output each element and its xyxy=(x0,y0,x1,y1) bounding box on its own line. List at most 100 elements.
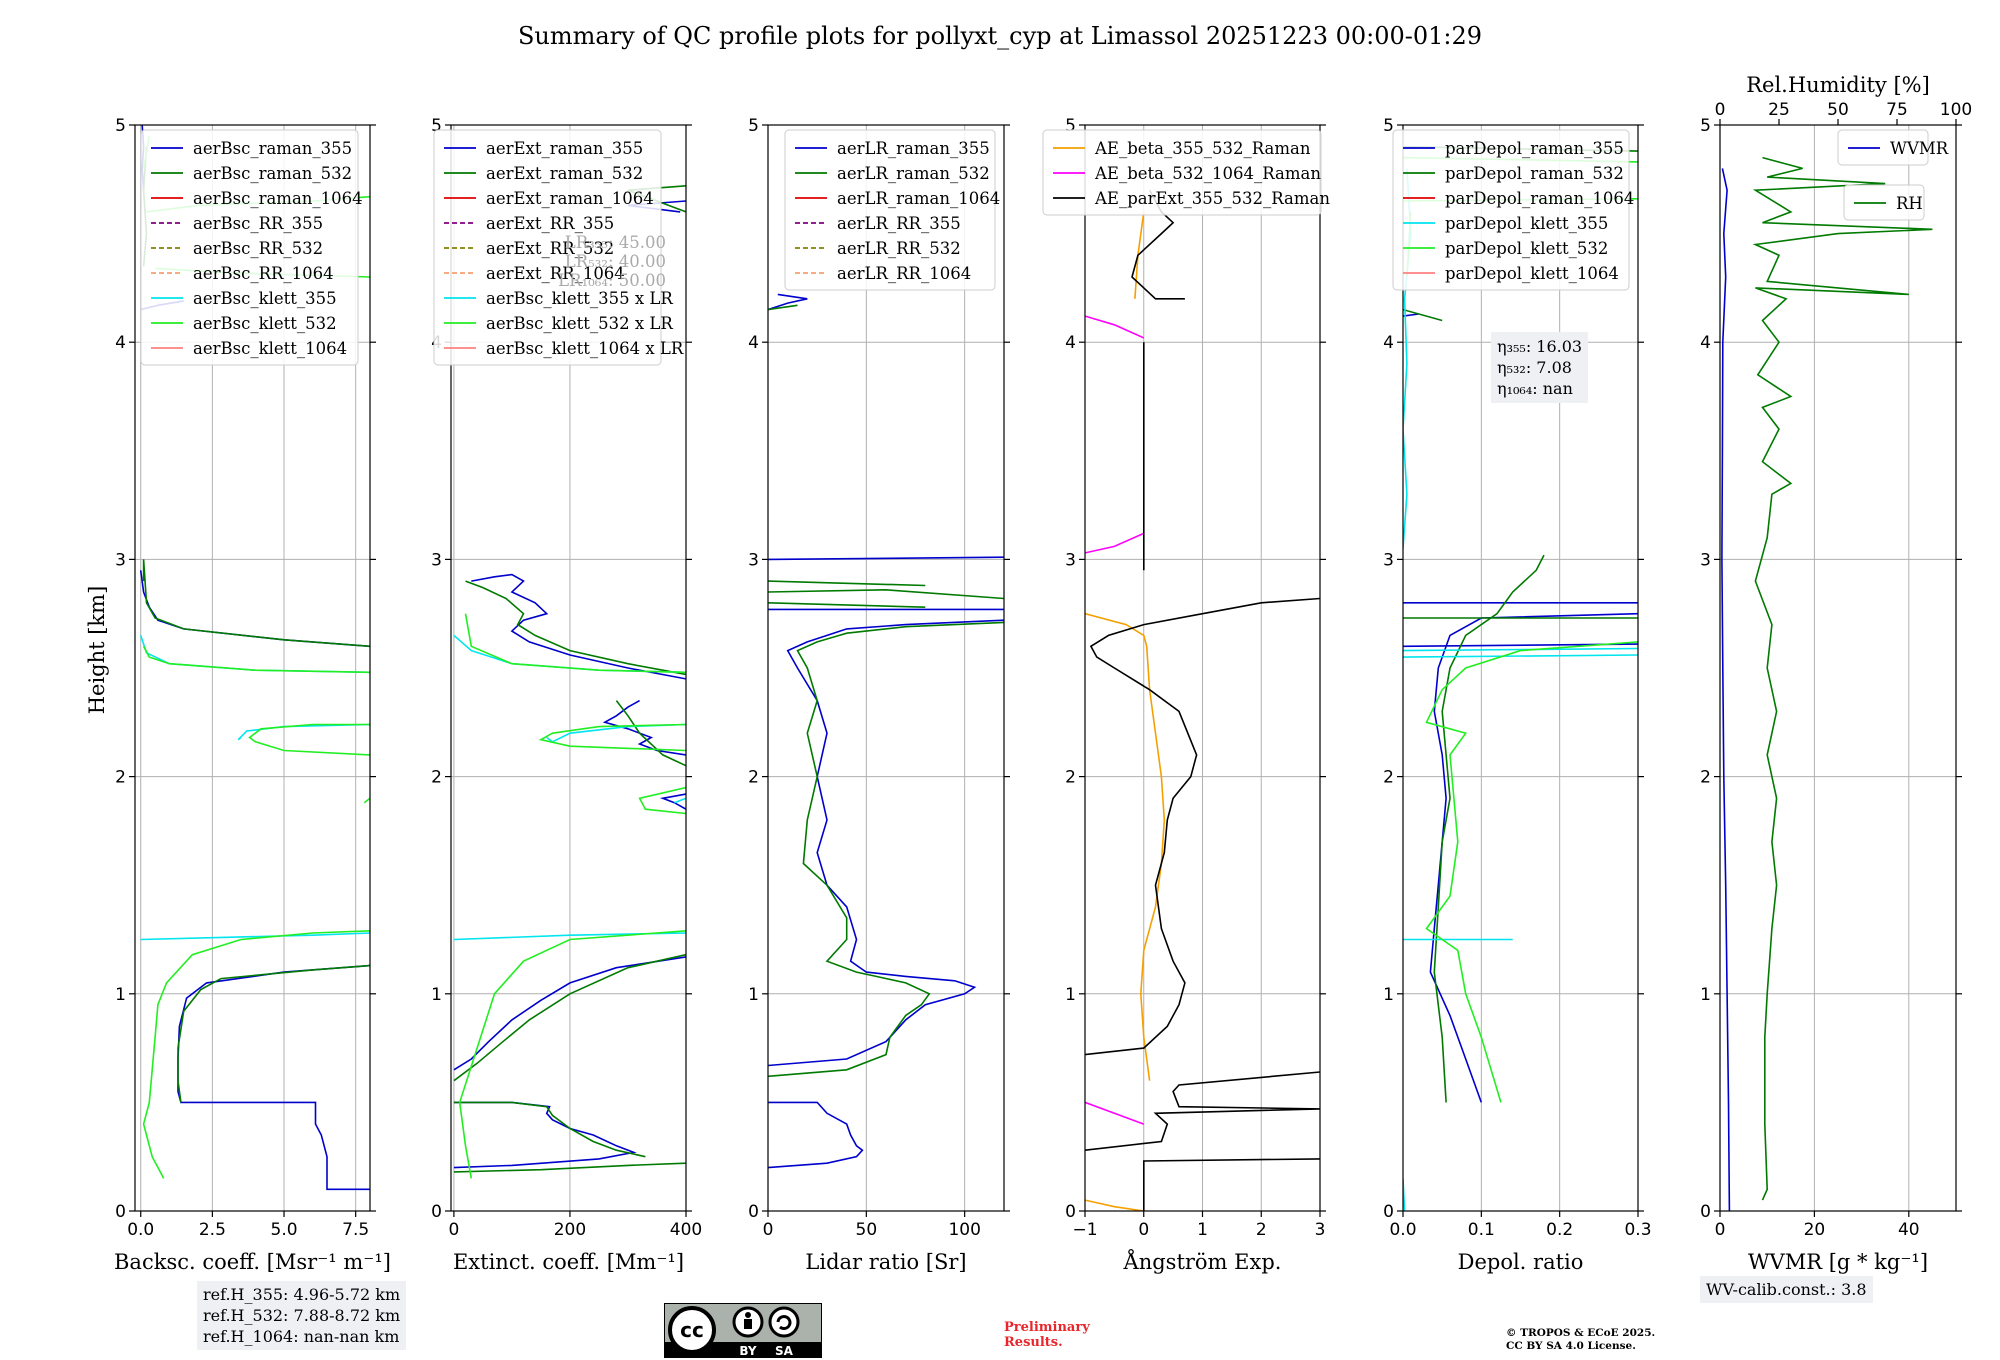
ref-h-532: ref.H_532: 7.88-8.72 km xyxy=(203,1306,401,1325)
x-tick-label: 100 xyxy=(948,1220,980,1240)
series-group xyxy=(453,185,686,1179)
y-tick-label: 5 xyxy=(1065,116,1076,136)
series-wvmr xyxy=(1721,168,1731,1211)
legend-label: aerBsc_raman_355 xyxy=(193,139,352,158)
y-tick-label: 3 xyxy=(1065,550,1076,570)
y-tick-label: 5 xyxy=(1383,116,1394,136)
y-tick-label: 0 xyxy=(115,1202,126,1222)
legend-label: aerBsc_RR_532 xyxy=(193,239,323,258)
ref-h-1064: ref.H_1064: nan-nan km xyxy=(203,1327,400,1346)
y-axis-label: Height [km] xyxy=(85,586,109,715)
axes-frame xyxy=(1084,124,1321,1212)
ref-h-355: ref.H_355: 4.96-5.72 km xyxy=(203,1285,401,1304)
y-tick-label: 3 xyxy=(431,550,442,570)
legend-frame xyxy=(140,129,359,366)
x-axis-label: Ångström Exp. xyxy=(1123,1249,1282,1274)
x-tick-label: −1 xyxy=(1072,1220,1097,1240)
legend-label: aerBsc_RR_1064 xyxy=(193,264,334,283)
series-ae-beta-355-532-raman xyxy=(1085,211,1166,1211)
y-tick-label: 1 xyxy=(1065,985,1076,1005)
eta-532: η₅₃₂: 7.08 xyxy=(1497,358,1572,377)
y-tick-label: 3 xyxy=(1700,550,1711,570)
legend-label: parDepol_klett_355 xyxy=(1445,214,1608,233)
legend-label: parDepol_raman_1064 xyxy=(1445,189,1634,208)
eta-box: η₃₅₅: 16.03 η₅₃₂: 7.08 η₁₀₆₄: nan xyxy=(1491,332,1589,403)
legend-label: aerBsc_raman_532 xyxy=(193,164,352,183)
x-tick-label: 50 xyxy=(856,1220,878,1240)
y-tick-label: 1 xyxy=(748,985,759,1005)
series-ae-parext-355-532-raman xyxy=(1085,189,1320,1211)
legend-label: aerLR_raman_532 xyxy=(837,164,990,183)
legend-label: aerBsc_klett_1064 x LR xyxy=(486,339,684,358)
legend: WVMR xyxy=(1837,129,1949,166)
wv-calib-box: WV-calib.const.: 3.8 xyxy=(1700,1276,1873,1303)
y-tick-label: 4 xyxy=(115,333,126,353)
x-tick-label: 0.0 xyxy=(127,1220,154,1240)
axes-frame xyxy=(450,124,687,1212)
axes-frame xyxy=(1402,124,1639,1212)
preliminary-line-2: Results. xyxy=(1004,1335,1063,1350)
legend-label: aerExt_raman_1064 xyxy=(486,189,654,208)
copyright-note: © TROPOS & ECoE 2025. CC BY SA 4.0 Licen… xyxy=(1506,1327,1726,1353)
legend-label: aerExt_raman_532 xyxy=(486,164,643,183)
y-tick-label: 0 xyxy=(1700,1202,1711,1222)
legend-frame xyxy=(1042,129,1322,216)
cc-text: cc xyxy=(680,1318,704,1342)
legend-label: parDepol_raman_355 xyxy=(1445,139,1624,158)
y-tick-label: 5 xyxy=(748,116,759,136)
top-tick-label: 75 xyxy=(1886,100,1908,120)
preliminary-line-1: Preliminary xyxy=(1004,1320,1090,1335)
eta-1064: η₁₀₆₄: nan xyxy=(1497,379,1573,398)
cc-icon xyxy=(668,1306,716,1354)
legend-label: aerExt_RR_532 xyxy=(486,239,614,258)
series-group xyxy=(1085,189,1320,1211)
legend-label: WVMR xyxy=(1890,139,1949,158)
y-tick-label: 4 xyxy=(748,333,759,353)
legend: aerBsc_raman_355 aerBsc_raman_532 aerBsc_r… xyxy=(140,129,363,366)
eta-355: η₃₅₅: 16.03 xyxy=(1497,337,1583,356)
y-tick-label: 4 xyxy=(1700,333,1711,353)
x-axis-label: Extinct. coeff. [Mm⁻¹] xyxy=(453,1250,684,1274)
series-aerext-raman-532 xyxy=(453,185,686,1173)
series-rh xyxy=(1752,156,1933,1201)
legend-frame xyxy=(1837,129,1929,166)
y-tick-label: 0 xyxy=(748,1202,759,1222)
legend-label: aerLR_raman_355 xyxy=(837,139,990,158)
legend: AE_beta_355_532_Raman AE_beta_532_1064_Ra… xyxy=(1042,129,1330,216)
legend-rh: RH xyxy=(1843,184,1925,221)
legend-label: aerExt_RR_1064 xyxy=(486,264,625,283)
legend: aerExt_raman_355 aerExt_raman_532 aerExt_r… xyxy=(433,129,684,366)
legend-label: aerLR_RR_355 xyxy=(837,214,961,233)
legend-label: aerBsc_klett_355 x LR xyxy=(486,289,673,308)
legend-frame xyxy=(784,129,996,291)
legend-label: AE_beta_355_532_Raman xyxy=(1094,139,1311,158)
x-axis-label: Backsc. coeff. [Msr⁻¹ m⁻¹] xyxy=(114,1250,391,1274)
x-axis-label: Lidar ratio [Sr] xyxy=(805,1250,966,1274)
y-tick-label: 1 xyxy=(1700,985,1711,1005)
x-tick-label: 0 xyxy=(448,1220,459,1240)
legend-label: RH xyxy=(1896,194,1923,213)
series-aerlr-raman-355 xyxy=(768,293,1004,1169)
y-tick-label: 4 xyxy=(1383,333,1394,353)
copyright-line-1: © TROPOS & ECoE 2025. xyxy=(1506,1327,1656,1339)
series-pardepol-raman-532 xyxy=(1403,145,1638,1103)
legend-label: aerLR_RR_1064 xyxy=(837,264,971,283)
top-tick-label: 50 xyxy=(1827,100,1849,120)
x-axis-label: Depol. ratio xyxy=(1458,1250,1584,1274)
y-tick-label: 1 xyxy=(115,985,126,1005)
cc-by-sa-badge: cc BY SA xyxy=(664,1303,822,1358)
x-axis-label: WVMR [g * kg⁻¹] xyxy=(1748,1250,1928,1274)
sa-text: SA xyxy=(775,1344,794,1358)
y-tick-label: 2 xyxy=(1065,768,1076,788)
y-tick-label: 2 xyxy=(1383,768,1394,788)
x-tick-label: 5.0 xyxy=(271,1220,298,1240)
top-tick-label: 25 xyxy=(1768,100,1790,120)
y-tick-label: 3 xyxy=(1383,550,1394,570)
x-tick-label: 2.5 xyxy=(199,1220,226,1240)
series-pardepol-klett-532 xyxy=(1403,156,1638,1103)
y-tick-label: 0 xyxy=(1383,1202,1394,1222)
panel-1: 0 1 2 3 4 5 0.0 2.5 5.0 7.5 Backsc. coeff. [Msr⁻¹ … xyxy=(114,116,391,1274)
y-tick-label: 5 xyxy=(115,116,126,136)
